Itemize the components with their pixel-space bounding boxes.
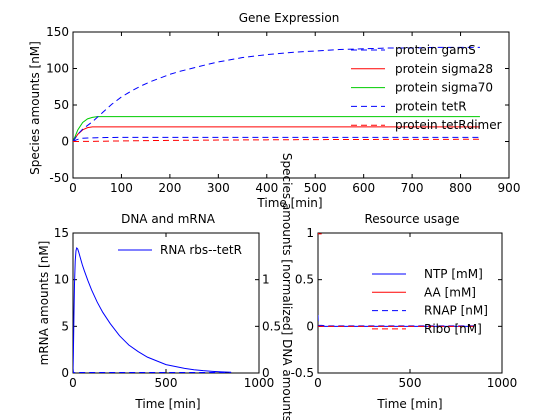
gene-expression-series-2: [73, 116, 480, 142]
gene-expression-ytick-label: 150: [46, 25, 69, 39]
dna-mrna-panel: DNA and mRNA Time [min] mRNA amounts [nM…: [37, 153, 294, 420]
resource-usage-ytick-label: 1: [306, 226, 314, 240]
gene-expression-xtick-label: 900: [498, 181, 521, 195]
gene-expression-xtick-label: 600: [352, 181, 375, 195]
dna-mrna-title: DNA and mRNA: [121, 212, 216, 226]
gene-expression-series-4: [73, 138, 480, 142]
gene-expression-xtick-label: 400: [255, 181, 278, 195]
dna-mrna-ytick-right-label: 1: [262, 273, 270, 287]
dna-mrna-ytick-label: 10: [54, 273, 69, 287]
gene-expression-ytick-label: 100: [46, 62, 69, 76]
gene-expression-panel: Gene Expression Time [min] Species amoun…: [28, 11, 520, 210]
resource-usage-xtick-label: 500: [399, 376, 422, 390]
dna-mrna-xlabel: Time [min]: [134, 397, 200, 411]
dna-mrna-legend-label: RNA rbs--tetR: [160, 243, 242, 257]
dna-mrna-ylabel: mRNA amounts [nM]: [37, 241, 51, 366]
resource-usage-xtick-label: 0: [314, 376, 322, 390]
resource-usage-ytick-label: -0.5: [291, 366, 314, 380]
gene-expression-legend-label: protein tetRdimer: [395, 118, 502, 132]
dna-mrna-ytick-label: 15: [54, 226, 69, 240]
dna-mrna-ytick-right-label: 0: [262, 366, 270, 380]
resource-usage-ytick-label: 0.5: [295, 273, 314, 287]
gene-expression-series-1: [73, 126, 480, 142]
dna-mrna-ytick-right-label: 0.5: [262, 319, 281, 333]
resource-usage-panel: Resource usage Time [min] 0 500 1000-0.500…: [291, 212, 518, 411]
gene-expression-xlabel: Time [min]: [256, 196, 322, 210]
dna-mrna-xtick-label: 0: [69, 376, 77, 390]
gene-expression-legend-label: protein sigma70: [395, 81, 493, 95]
resource-usage-series-1: [318, 233, 322, 235]
resource-usage-xlabel: Time [min]: [376, 397, 442, 411]
gene-expression-legend-label: protein gamS: [395, 43, 476, 57]
gene-expression-xtick-label: 300: [207, 181, 230, 195]
gene-expression-xtick-label: 200: [158, 181, 181, 195]
gene-expression-ytick-label: 50: [54, 98, 69, 112]
gene-expression-legend-label: protein tetR: [395, 99, 467, 113]
resource-usage-legend-label: AA [mM]: [424, 285, 476, 299]
gene-expression-ylabel: Species amounts [nM]: [28, 41, 42, 175]
gene-expression-xtick-label: 500: [304, 181, 327, 195]
resource-usage-legend-label: NTP [mM]: [424, 267, 483, 281]
gene-expression-series-0: [73, 136, 480, 142]
dna-mrna-ytick-label: 0: [61, 366, 69, 380]
dna-mrna-xtick-label: 500: [155, 376, 178, 390]
dna-mrna-xtick-label: 1000: [244, 376, 275, 390]
dna-mrna-ylabel-right: Species amounts [normalized] DNA amounts…: [280, 153, 294, 420]
resource-usage-ytick-label: 0: [306, 319, 314, 333]
resource-usage-xtick-label: 1000: [487, 376, 518, 390]
resource-usage-title: Resource usage: [364, 212, 459, 226]
gene-expression-ytick-label: -50: [49, 171, 69, 185]
gene-expression-legend-label: protein sigma28: [395, 62, 493, 76]
dna-mrna-series-1: [73, 368, 232, 373]
resource-usage-legend-label: Ribo [nM]: [424, 322, 482, 336]
resource-usage-legend-label: RNAP [nM]: [424, 304, 488, 318]
gene-expression-xtick-label: 0: [69, 181, 77, 195]
gene-expression-xtick-label: 800: [449, 181, 472, 195]
resource-usage-axes: [317, 232, 503, 374]
dna-mrna-axes: [72, 232, 260, 374]
gene-expression-title: Gene Expression: [239, 11, 340, 25]
dna-mrna-ytick-label: 5: [61, 319, 69, 333]
gene-expression-xtick-label: 700: [401, 181, 424, 195]
gene-expression-series-3: [73, 46, 480, 142]
gene-expression-xtick-label: 100: [110, 181, 133, 195]
dna-mrna-series-0: [73, 246, 232, 373]
gene-expression-ytick-label: 0: [61, 135, 69, 149]
